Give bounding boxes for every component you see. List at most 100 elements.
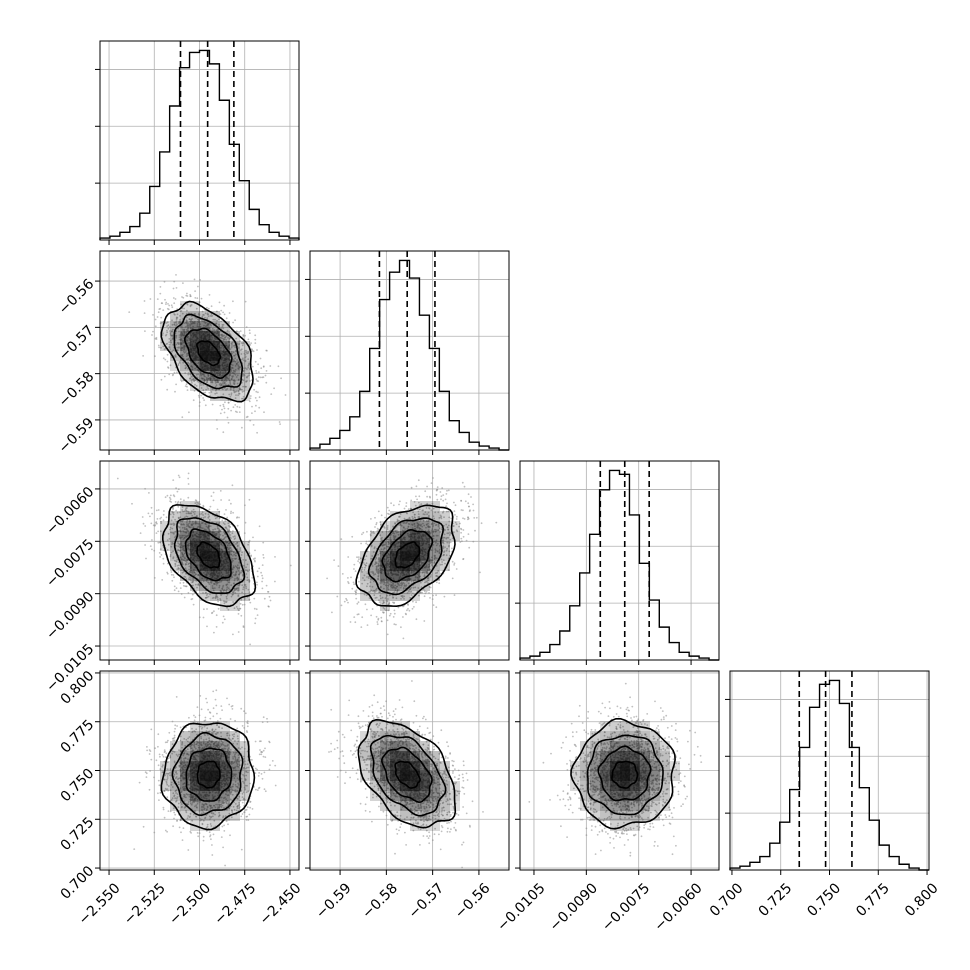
density-cell [200,351,210,361]
sample-point [257,380,259,382]
sample-point [167,303,169,305]
sample-point [144,312,146,314]
sample-point [223,616,225,618]
sample-point [161,554,163,556]
density-cell [220,361,230,371]
sample-point [263,557,265,559]
sample-point [131,503,133,505]
sample-point [274,581,276,583]
sample-point [254,622,256,624]
sample-point [228,402,230,404]
sample-point [168,309,170,311]
sample-point [212,612,214,614]
sample-point [448,490,450,492]
sample-point [230,512,232,514]
density-cell [200,331,210,341]
sample-point [451,548,453,550]
sample-point [156,532,158,534]
sample-point [182,282,184,284]
sample-point [190,598,192,600]
sample-point [366,541,368,543]
density-cell [240,381,250,391]
sample-point [164,376,166,378]
sample-point [213,632,215,634]
sample-point [258,376,260,378]
density-cell [180,521,190,531]
sample-point [250,555,252,557]
sample-point [241,427,243,429]
sample-point [192,594,194,596]
sample-point [262,588,264,590]
sample-point [353,582,355,584]
sample-point [253,598,255,600]
sample-point [365,603,367,605]
sample-point [238,517,240,519]
sample-point [187,389,189,391]
sample-point [178,571,180,573]
sample-point [280,377,282,379]
sample-point [381,514,383,516]
sample-point [230,511,232,513]
sample-point [153,524,155,526]
sample-point [149,516,151,518]
sample-point [220,490,222,492]
sample-point [164,299,166,301]
sample-point [153,550,155,552]
sample-point [232,634,234,636]
sample-point [185,385,187,387]
sample-point [251,406,253,408]
sample-point [144,544,146,546]
sample-point [367,544,369,546]
sample-point [258,407,260,409]
sample-point [232,484,234,486]
sample-point [266,370,268,372]
sample-point [233,406,235,408]
sample-point [167,495,169,497]
sample-point [238,613,240,615]
sample-point [168,374,170,376]
sample-point [171,580,173,582]
sample-point [234,319,236,321]
sample-point [166,389,168,391]
sample-point [236,517,238,519]
sample-point [261,581,263,583]
sample-point [273,387,275,389]
sample-point [172,479,174,481]
sample-point [172,375,174,377]
sample-point [454,510,456,512]
sample-point [255,378,257,380]
sample-point [244,504,246,506]
sample-point [256,349,258,351]
sample-point [163,563,165,565]
sample-point [176,287,178,289]
sample-point [256,432,258,434]
sample-point [409,610,411,612]
sample-point [204,392,206,394]
sample-point [232,300,234,302]
sample-point [256,372,258,374]
sample-point [380,617,382,619]
density-cell [180,531,190,541]
sample-point [189,295,191,297]
density-cell [190,511,200,521]
sample-point [151,539,153,541]
sample-point [254,334,256,336]
sample-point [344,601,346,603]
sample-point [158,308,160,310]
sample-point [249,329,251,331]
sample-point [479,572,481,574]
sample-point [199,616,201,618]
sample-point [188,483,190,485]
sample-point [250,342,252,344]
sample-point [388,513,390,515]
sample-point [144,525,146,527]
sample-point [205,404,207,406]
sample-point [222,312,224,314]
sample-point [228,499,230,501]
sample-point [351,536,353,538]
sample-point [444,596,446,598]
sample-point [222,404,224,406]
sample-point [227,408,229,410]
sample-point [229,312,231,314]
sample-point [162,558,164,560]
